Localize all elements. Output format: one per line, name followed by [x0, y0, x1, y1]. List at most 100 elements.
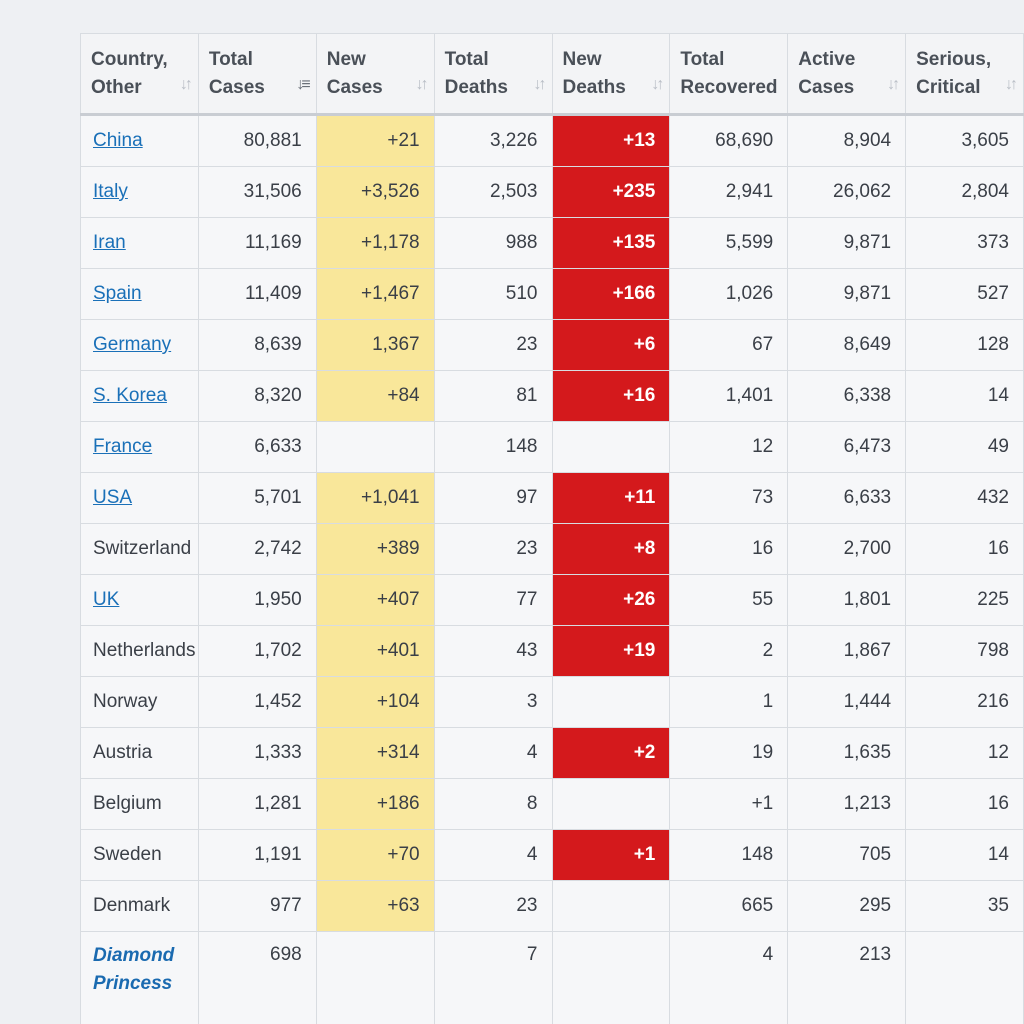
new-cases-cell: +1,467: [316, 268, 435, 320]
country-cell: China: [80, 114, 199, 167]
new-deaths-cell: +2: [552, 727, 671, 779]
column-header-active-cases[interactable]: Active Cases ↓↑: [787, 33, 907, 116]
sort-arrows-icon[interactable]: ↓↑: [415, 76, 429, 93]
country-cell: USA: [80, 472, 199, 524]
serious-cell: 2,804: [905, 166, 1024, 218]
column-header-label: Total Recovered: [680, 48, 778, 98]
new-deaths-cell: [552, 421, 671, 473]
column-header-serious-critical[interactable]: Serious, Critical ↓↑: [905, 33, 1024, 116]
column-header-new-deaths[interactable]: New Deaths ↓↑: [552, 33, 671, 116]
column-header-label: Country, Other: [91, 48, 168, 98]
total-cases-cell: 6,633: [198, 421, 317, 473]
country-link[interactable]: S. Korea: [93, 385, 167, 406]
total-deaths-cell: 77: [434, 574, 553, 626]
total-recovered-cell: 67: [669, 319, 789, 371]
total-recovered-cell: 55: [669, 574, 789, 626]
serious-cell: 12: [905, 727, 1024, 779]
active-cases-cell: 1,444: [787, 676, 907, 728]
column-header-country[interactable]: Country, Other ↓↑: [80, 33, 199, 116]
column-header-total-recovered[interactable]: Total Recovered: [669, 33, 789, 116]
country-cell: France: [80, 421, 199, 473]
sort-desc-icon[interactable]: ↓≡: [296, 76, 310, 93]
table-header: Country, Other ↓↑ Total Cases ↓≡ New Cases ↓↑…: [80, 33, 1024, 116]
column-header-new-cases[interactable]: New Cases ↓↑: [316, 33, 435, 116]
new-cases-cell: +63: [316, 880, 435, 932]
coronavirus-stats-table: Country, Other ↓↑ Total Cases ↓≡ New Cases ↓↑…: [80, 33, 1024, 1024]
new-cases-cell: +3,526: [316, 166, 435, 218]
country-link[interactable]: UK: [93, 589, 120, 610]
country-link[interactable]: Spain: [93, 283, 142, 304]
sort-arrows-icon[interactable]: ↓↑: [533, 76, 547, 93]
active-cases-cell: 2,700: [787, 523, 907, 575]
active-cases-cell: 1,635: [787, 727, 907, 779]
total-deaths-cell: 97: [434, 472, 553, 524]
new-cases-cell: +104: [316, 676, 435, 728]
total-recovered-cell: 2,941: [669, 166, 789, 218]
new-deaths-cell: [552, 778, 671, 830]
table-row: USA 5,701 +1,041 97 +11 73 6,633 432: [80, 472, 1024, 524]
sort-arrows-icon[interactable]: ↓↑: [1005, 76, 1018, 93]
total-deaths-cell: 3,226: [434, 114, 553, 167]
active-cases-cell: 6,338: [787, 370, 907, 422]
new-deaths-cell: +8: [552, 523, 671, 575]
serious-cell: 225: [905, 574, 1024, 626]
country-link[interactable]: France: [93, 436, 153, 457]
new-deaths-cell: [552, 676, 671, 728]
new-deaths-cell: +11: [552, 472, 671, 524]
new-deaths-cell: +16: [552, 370, 671, 422]
total-cases-cell: 698: [198, 931, 317, 1024]
serious-cell: 3,605: [905, 114, 1024, 167]
country-link[interactable]: Diamond Princess: [93, 945, 175, 994]
country-link[interactable]: China: [93, 130, 143, 151]
table-row: France 6,633 148 12 6,473 49: [80, 421, 1024, 473]
active-cases-cell: 8,649: [787, 319, 907, 371]
total-recovered-cell: 1,026: [669, 268, 789, 320]
country-name: Netherlands: [93, 640, 196, 661]
total-deaths-cell: 43: [434, 625, 553, 677]
column-header-total-cases[interactable]: Total Cases ↓≡: [198, 33, 317, 116]
serious-cell: 49: [905, 421, 1024, 473]
sort-arrows-icon[interactable]: ↓↑: [651, 76, 664, 93]
table-row: Spain 11,409 +1,467 510 +166 1,026 9,871 527: [80, 268, 1024, 320]
header-row: Country, Other ↓↑ Total Cases ↓≡ New Cases ↓↑…: [80, 33, 1024, 116]
country-link[interactable]: Iran: [93, 232, 126, 253]
active-cases-cell: 213: [787, 931, 907, 1024]
table-row: Sweden 1,191 +70 4 +1 148 705 14: [80, 829, 1024, 881]
serious-cell: 16: [905, 523, 1024, 575]
country-link[interactable]: Italy: [93, 181, 128, 202]
total-cases-cell: 31,506: [198, 166, 317, 218]
column-header-total-deaths[interactable]: Total Deaths ↓↑: [434, 33, 553, 116]
country-link[interactable]: Germany: [93, 334, 172, 355]
country-cell: S. Korea: [80, 370, 199, 422]
country-cell: Italy: [80, 166, 199, 218]
country-name: Denmark: [93, 895, 171, 916]
table-row: China 80,881 +21 3,226 +13 68,690 8,904 3,605: [80, 114, 1024, 167]
new-deaths-cell: +6: [552, 319, 671, 371]
total-cases-cell: 1,333: [198, 727, 317, 779]
table-row: Italy 31,506 +3,526 2,503 +235 2,941 26,062 2,8…: [80, 166, 1024, 218]
sort-arrows-icon[interactable]: ↓↑: [179, 76, 193, 93]
new-cases-cell: +84: [316, 370, 435, 422]
new-deaths-cell: +19: [552, 625, 671, 677]
total-recovered-cell: 4: [669, 931, 789, 1024]
active-cases-cell: 9,871: [787, 217, 907, 269]
table-row: S. Korea 8,320 +84 81 +16 1,401 6,338 14: [80, 370, 1024, 422]
serious-cell: 373: [905, 217, 1024, 269]
table-row: Switzerland 2,742 +389 23 +8 16 2,700 16: [80, 523, 1024, 575]
country-link[interactable]: USA: [93, 487, 133, 508]
total-deaths-cell: 148: [434, 421, 553, 473]
new-cases-cell: +70: [316, 829, 435, 881]
total-recovered-cell: 148: [669, 829, 789, 881]
country-name: Norway: [93, 691, 158, 712]
column-header-label: New Cases: [326, 48, 383, 98]
total-cases-cell: 2,742: [198, 523, 317, 575]
total-cases-cell: 1,191: [198, 829, 317, 881]
total-recovered-cell: 12: [669, 421, 789, 473]
total-cases-cell: 8,320: [198, 370, 317, 422]
sort-arrows-icon[interactable]: ↓↑: [887, 76, 900, 93]
total-cases-cell: 11,409: [198, 268, 317, 320]
total-recovered-cell: +1: [669, 778, 789, 830]
active-cases-cell: 26,062: [787, 166, 907, 218]
new-cases-cell: [316, 931, 435, 1024]
